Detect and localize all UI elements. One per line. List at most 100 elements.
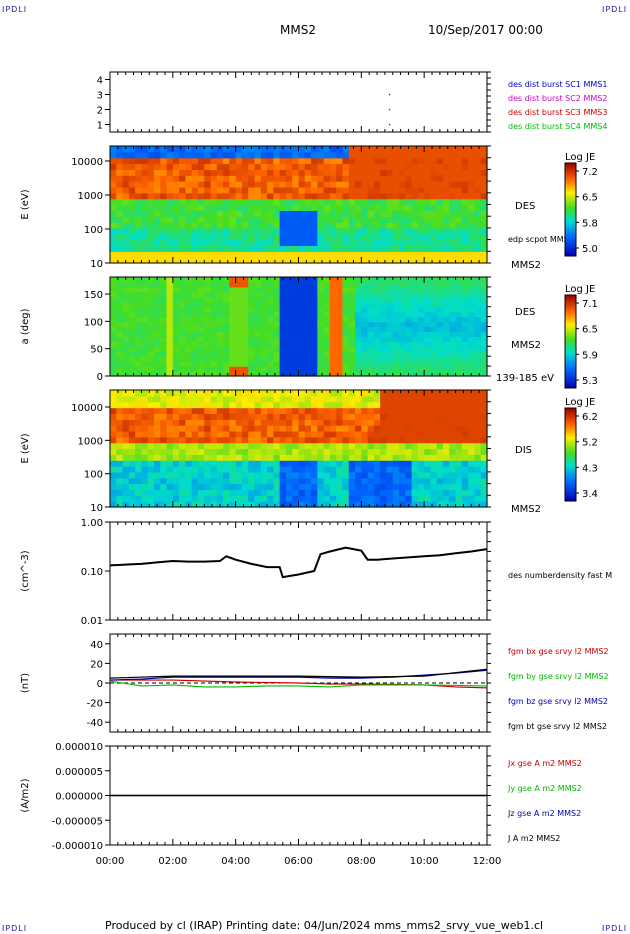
heatmap-cell [179, 501, 186, 508]
heatmap-cell [392, 210, 400, 217]
heatmap-cell [260, 306, 268, 313]
heatmap-cell [424, 222, 432, 229]
heatmap-cell [216, 448, 224, 455]
heatmap-cell [367, 454, 375, 461]
heatmap-cell [311, 361, 318, 367]
heatmap-cell [311, 477, 318, 485]
heatmap-cell [449, 361, 457, 367]
heatmap-cell [229, 430, 237, 438]
heatmap-cell [153, 210, 161, 217]
heatmap-cell [273, 281, 281, 288]
bfield-series-line [109, 680, 488, 688]
heatmap-cell [204, 436, 212, 444]
heatmap-cell [323, 460, 331, 467]
heatmap-cell [367, 477, 375, 485]
heatmap-cell [417, 186, 425, 194]
heatmap-cell [241, 227, 249, 235]
heatmap-cell [468, 291, 476, 298]
heatmap-cell [392, 204, 400, 211]
heatmap-cell [449, 321, 457, 328]
heatmap-cell [210, 466, 218, 473]
heatmap-cell [474, 351, 482, 357]
heatmap-cell [461, 448, 469, 455]
heatmap-cell [153, 146, 161, 153]
heatmap-cell [348, 460, 356, 467]
heatmap-cell [474, 477, 482, 485]
heatmap-cell [273, 186, 281, 194]
heatmap-cell [147, 257, 155, 264]
heatmap-cell [317, 489, 325, 496]
heatmap-cell [166, 277, 174, 283]
heatmap-cell [128, 227, 136, 235]
heatmap-cell [267, 466, 274, 473]
heatmap-cell [204, 186, 212, 194]
heatmap-cell [311, 251, 318, 258]
heatmap-cell [210, 471, 218, 479]
heatmap-cell [216, 495, 224, 502]
heatmap-cell [179, 222, 186, 229]
heatmap-cell [455, 192, 463, 200]
heatmap-cell [367, 448, 375, 455]
heatmap-cell [254, 210, 262, 217]
heatmap-cell [455, 331, 463, 337]
heatmap-cell [480, 419, 488, 426]
heatmap-cell [443, 277, 450, 283]
heatmap-cell [468, 366, 476, 372]
heatmap-cell [455, 198, 463, 206]
heatmap-cell [147, 227, 155, 235]
heatmap-cell [223, 257, 230, 264]
heatmap-cell [424, 316, 432, 323]
heatmap-cell [179, 146, 186, 153]
heatmap-cell [216, 296, 224, 303]
heatmap-cell [260, 251, 268, 258]
heatmap-cell [185, 198, 193, 206]
heatmap-cell [122, 251, 130, 258]
heatmap-cell [197, 454, 205, 461]
heatmap-cell [110, 222, 117, 229]
heatmap-cell [474, 419, 482, 426]
heatmap-cell [122, 466, 130, 473]
heatmap-cell [355, 151, 362, 159]
heatmap-cell [317, 326, 325, 333]
heatmap-cell [285, 489, 293, 496]
dis-energy-y-tick-label: 10000 [71, 403, 103, 414]
heatmap-cell [135, 277, 143, 283]
heatmap-cell [185, 390, 193, 397]
heatmap-cell [172, 175, 180, 182]
heatmap-cell [317, 361, 325, 367]
heatmap-cell [355, 371, 362, 377]
heatmap-cell [191, 483, 199, 491]
heatmap-cell [424, 331, 432, 337]
heatmap-cell [443, 356, 450, 362]
heatmap-cell [185, 321, 193, 328]
heatmap-cell [273, 495, 281, 502]
heatmap-cell [185, 356, 193, 362]
heatmap-cell [267, 291, 274, 298]
heatmap-cell [311, 146, 318, 153]
heatmap-cell [355, 483, 362, 491]
heatmap-cell [323, 442, 331, 450]
heatmap-cell [417, 430, 425, 438]
heatmap-cell [461, 227, 469, 235]
heatmap-cell [317, 501, 325, 508]
heatmap-cell [241, 448, 249, 455]
heatmap-cell [367, 361, 375, 367]
heatmap-cell [361, 321, 369, 328]
heatmap-cell [248, 442, 256, 450]
heatmap-cell [185, 281, 193, 288]
heatmap-cell [285, 407, 293, 414]
heatmap-cell [323, 336, 331, 342]
heatmap-cell [361, 146, 369, 153]
heatmap-cell [336, 151, 344, 159]
heatmap-cell [311, 448, 318, 455]
heatmap-cell [449, 286, 457, 293]
heatmap-cell [355, 175, 362, 182]
heatmap-cell [342, 222, 350, 229]
heatmap-cell [235, 233, 243, 241]
heatmap-cell [235, 395, 243, 403]
heatmap-cell [304, 395, 312, 403]
heatmap-cell [311, 311, 318, 318]
heatmap-cell [480, 198, 488, 206]
heatmap-cell [348, 311, 356, 318]
heatmap-cell [248, 430, 256, 438]
